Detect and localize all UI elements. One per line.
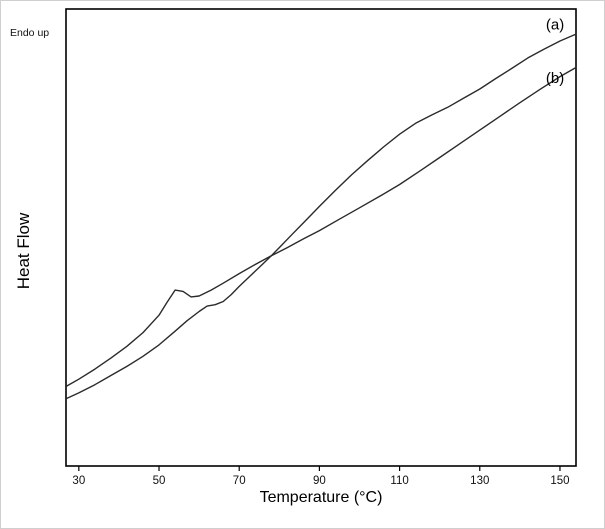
x-tick-label: 110: [390, 475, 408, 487]
endo-up-annotation: Endo up: [10, 27, 50, 39]
curve-b: [66, 66, 577, 387]
series-label-a: (a): [546, 17, 564, 34]
x-tick-label: 50: [153, 475, 166, 487]
x-tick-label: 90: [313, 475, 326, 487]
x-tick-label: 130: [470, 475, 489, 487]
x-tick-label: 70: [233, 475, 246, 487]
series-label-b: (b): [546, 70, 564, 87]
plot-border: [65, 8, 577, 467]
x-axis-label: Temperature (°C): [259, 489, 383, 506]
x-tick-label: 150: [550, 475, 569, 487]
curve-a: [66, 33, 577, 400]
x-tick-label: 30: [72, 475, 85, 487]
